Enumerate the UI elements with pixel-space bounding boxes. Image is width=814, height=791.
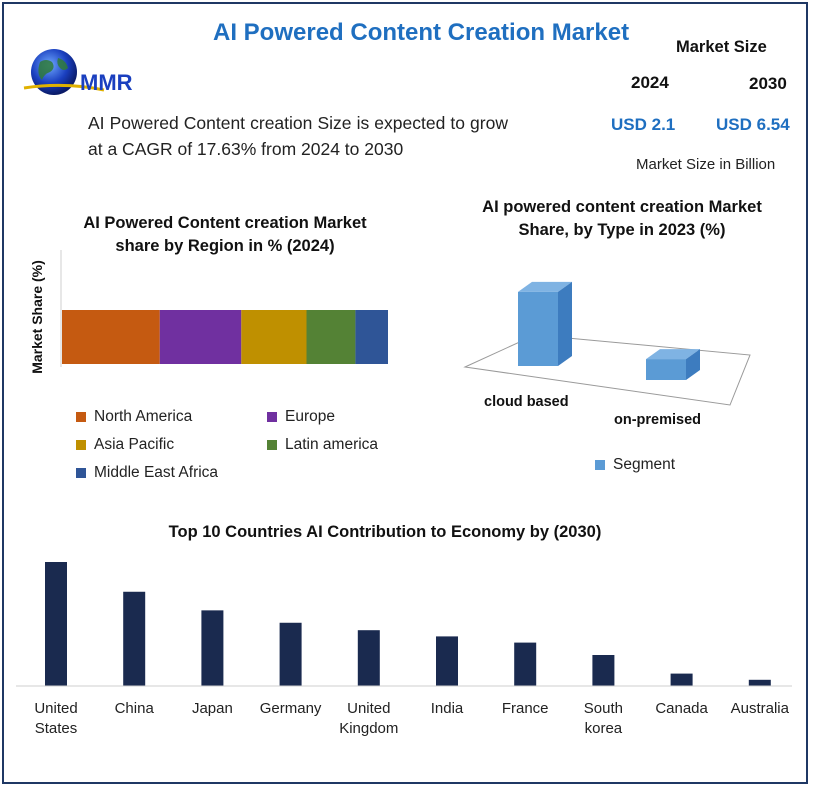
legend-swatch bbox=[76, 468, 86, 478]
value-2030: USD 6.54 bbox=[716, 115, 790, 134]
legend-europe: Europe bbox=[267, 408, 335, 426]
legend-swatch bbox=[595, 460, 605, 470]
type-bar bbox=[646, 359, 686, 380]
country-bar bbox=[279, 622, 302, 686]
country-bar bbox=[45, 562, 67, 686]
logo-text: MMR bbox=[80, 70, 133, 95]
type-bar-top bbox=[518, 281, 572, 292]
legend-swatch bbox=[267, 412, 277, 422]
type-bar-side bbox=[686, 349, 700, 380]
mmr-logo: MMR bbox=[18, 48, 158, 108]
legend-swatch bbox=[267, 440, 277, 450]
globe-icon: MMR bbox=[23, 49, 133, 95]
type-bar bbox=[518, 291, 558, 366]
country-label: South korea bbox=[584, 700, 623, 737]
type-bar-side bbox=[558, 281, 572, 366]
legend-asia-pacific: Asia Pacific bbox=[76, 436, 174, 454]
legend-middle-east-africa: Middle East Africa bbox=[76, 464, 218, 482]
year-2030-label: 2030 bbox=[749, 74, 787, 93]
country-bar bbox=[670, 673, 693, 686]
country-bar bbox=[123, 591, 146, 686]
country-bar bbox=[748, 679, 771, 686]
country-bar bbox=[436, 636, 458, 686]
country-label: United States bbox=[34, 700, 77, 737]
legend-swatch bbox=[76, 412, 86, 422]
country-bar bbox=[592, 655, 615, 686]
type-chart-title: AI powered content creation Market Share… bbox=[482, 198, 762, 239]
type-label-on-premised: on-premised bbox=[614, 412, 701, 428]
country-label: Australia bbox=[731, 700, 790, 717]
page-title: AI Powered Content Creation Market bbox=[213, 19, 630, 46]
country-bar bbox=[357, 630, 380, 686]
market-size-note: Market Size in Billion bbox=[636, 156, 776, 173]
legend-swatch bbox=[76, 440, 86, 450]
country-label: Japan bbox=[192, 700, 233, 717]
type-chart: cloud based on-premised bbox=[463, 281, 751, 428]
legend-north-america: North America bbox=[76, 408, 192, 426]
region-bar-segment bbox=[62, 310, 160, 364]
country-label: Germany bbox=[260, 700, 322, 717]
market-size-heading: Market Size bbox=[676, 38, 767, 56]
value-2024: USD 2.1 bbox=[611, 115, 676, 134]
countries-chart-title: Top 10 Countries AI Contribution to Econ… bbox=[168, 523, 602, 541]
country-label: India bbox=[431, 700, 464, 717]
region-y-axis-label: Market Share (%) bbox=[29, 260, 45, 374]
type-label-cloud-based: cloud based bbox=[484, 394, 569, 410]
region-bar-segment bbox=[355, 310, 388, 364]
countries-chart: United States China Japan Germany United Kingd… bbox=[16, 562, 792, 737]
legend-segment: Segment bbox=[595, 456, 675, 474]
type-bar-top bbox=[646, 349, 700, 360]
country-label: United Kingdom bbox=[339, 700, 398, 737]
region-bar-segment bbox=[241, 310, 307, 364]
legend-latin-america: Latin america bbox=[267, 436, 378, 454]
region-bar-segment bbox=[306, 310, 356, 364]
country-bar bbox=[514, 642, 537, 686]
region-chart-title: AI Powered Content creation Market share… bbox=[83, 214, 367, 255]
region-chart: Market Share (%) bbox=[29, 250, 388, 374]
region-bar-segment bbox=[159, 310, 242, 364]
country-label: China bbox=[115, 700, 155, 717]
country-bar bbox=[201, 610, 224, 686]
year-2024-label: 2024 bbox=[631, 73, 669, 92]
intro-text: AI Powered Content creation Size is expe… bbox=[88, 113, 508, 159]
country-label: Canada bbox=[655, 700, 708, 717]
country-label: France bbox=[502, 700, 549, 717]
